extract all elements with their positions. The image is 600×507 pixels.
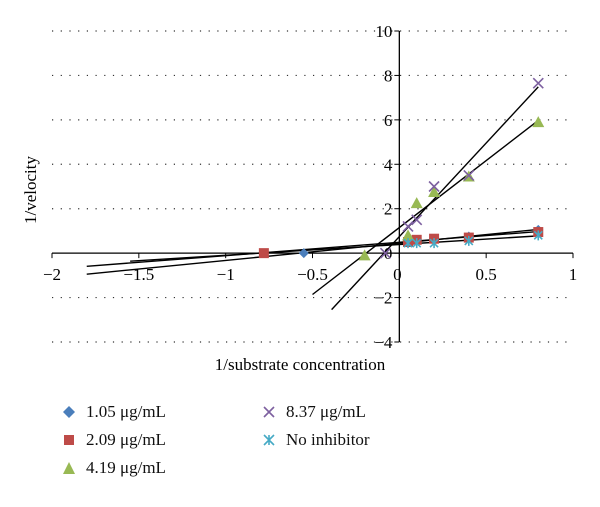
legend-item-2-09: 2.09 μg/mL xyxy=(62,430,166,450)
data-point xyxy=(463,169,475,181)
legend-label: No inhibitor xyxy=(286,430,370,449)
x-axis-label: 1/substrate concentration xyxy=(215,355,386,374)
legend-item-8-37: 8.37 μg/mL xyxy=(262,402,366,422)
legend-label: 2.09 μg/mL xyxy=(86,430,166,449)
data-point xyxy=(428,186,441,198)
y-tick-label: −2 xyxy=(374,289,392,308)
legend-label: 1.05 μg/mL xyxy=(86,402,166,421)
data-point xyxy=(403,238,413,249)
legend-label: 8.37 μg/mL xyxy=(286,402,366,421)
x-tick-label: −1 xyxy=(217,265,235,284)
x-tick-label: −0.5 xyxy=(297,265,328,284)
data-point xyxy=(429,238,439,249)
data-point xyxy=(410,197,423,209)
data-point xyxy=(532,116,545,128)
data-point xyxy=(379,247,392,259)
trendline xyxy=(331,86,539,311)
data-point xyxy=(411,214,423,226)
legend-item-1-05: 1.05 μg/mL xyxy=(62,402,166,422)
y-tick-label: 8 xyxy=(384,66,393,85)
data-point xyxy=(532,77,544,89)
x-marker-icon xyxy=(263,406,275,418)
x-tick-label: 1 xyxy=(569,265,578,284)
data-point xyxy=(258,248,269,259)
data-point xyxy=(464,235,474,246)
triangle-marker-icon xyxy=(63,462,75,474)
x-tick-label: 0 xyxy=(393,265,402,284)
y-tick-label: 4 xyxy=(384,155,393,174)
legend-item-4-19: 4.19 μg/mL xyxy=(62,458,166,478)
legend-item-no-inhibitor: No inhibitor xyxy=(262,430,370,450)
data-point xyxy=(402,220,414,233)
plot-area: −2 −1.5 −1 −0.5 0 0.5 1−4−202468101/substrate … xyxy=(21,22,578,374)
diamond-marker-icon xyxy=(63,406,75,418)
data-point xyxy=(533,230,543,241)
legend-label: 4.19 μg/mL xyxy=(86,458,166,477)
y-axis-label: 1/velocity xyxy=(21,156,40,224)
data-point xyxy=(428,180,440,193)
data-point xyxy=(358,249,371,261)
trendline xyxy=(312,119,539,296)
star-marker-icon xyxy=(263,434,275,446)
square-marker-icon xyxy=(64,435,74,445)
data-point xyxy=(298,248,309,259)
trendline xyxy=(86,230,539,267)
data-point xyxy=(412,238,422,249)
y-tick-label: 2 xyxy=(384,200,393,219)
y-tick-label: 6 xyxy=(384,111,393,130)
y-tick-label: 0 xyxy=(384,244,393,263)
data-point xyxy=(402,229,415,241)
trendline xyxy=(130,235,539,262)
y-tick-label: 10 xyxy=(375,22,392,41)
x-tick-label: 0.5 xyxy=(476,265,497,284)
y-tick-label: −4 xyxy=(374,333,393,352)
x-tick-label: −2 xyxy=(43,265,61,284)
